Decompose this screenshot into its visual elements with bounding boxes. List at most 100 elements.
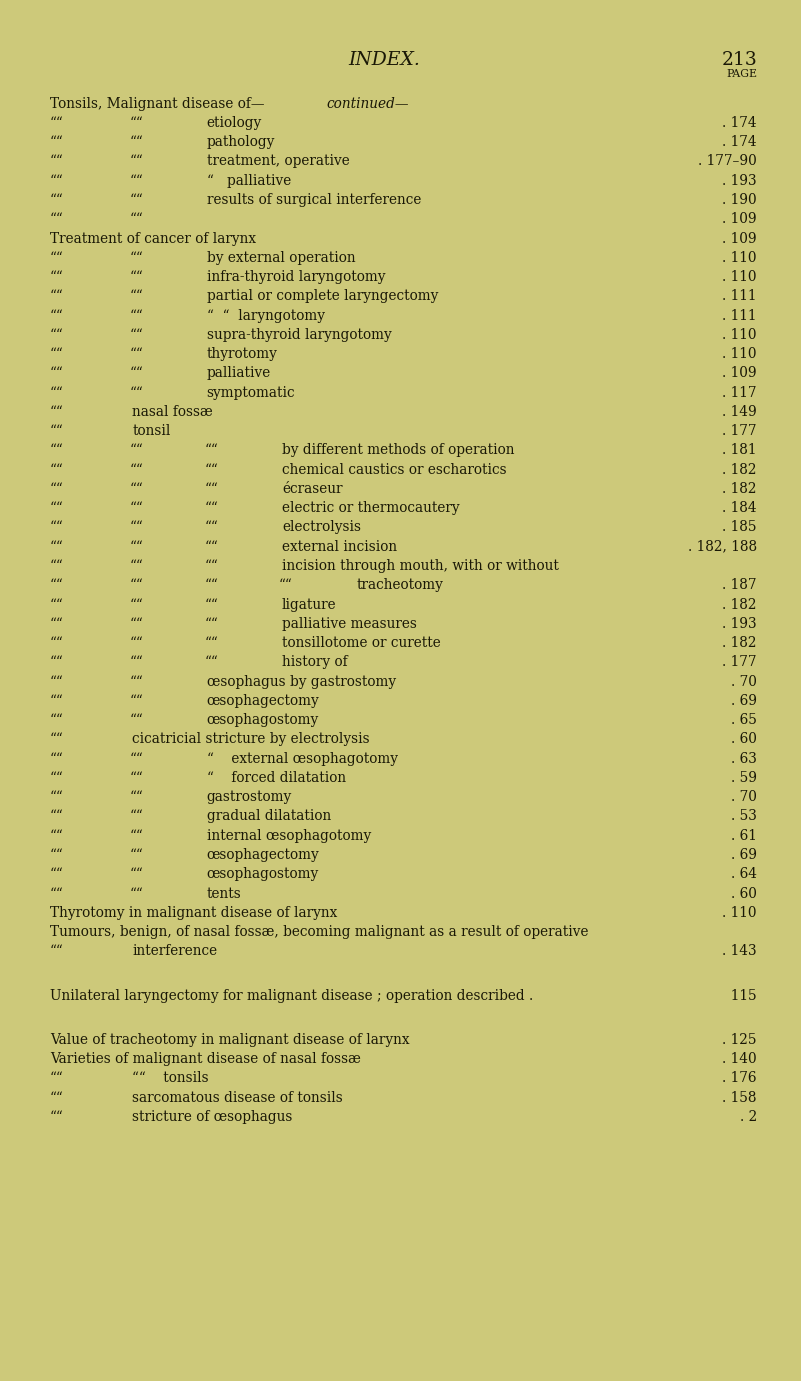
Text: . 111: . 111 [723, 290, 757, 304]
Text: . 182: . 182 [723, 463, 757, 476]
Text: ““: ““ [50, 598, 63, 612]
Text: ““: ““ [130, 366, 143, 380]
Text: ““: ““ [50, 579, 63, 592]
Text: ““: ““ [130, 463, 143, 476]
Text: “  “  laryngotomy: “ “ laryngotomy [207, 308, 324, 323]
Text: tents: tents [207, 887, 241, 900]
Text: Value of tracheotomy in malignant disease of larynx: Value of tracheotomy in malignant diseas… [50, 1033, 409, 1047]
Text: “    forced dilatation: “ forced dilatation [207, 771, 346, 784]
Text: ““: ““ [50, 135, 63, 149]
Text: . 182: . 182 [723, 482, 757, 496]
Text: ““: ““ [50, 308, 63, 323]
Text: . 69: . 69 [731, 693, 757, 708]
Text: ““: ““ [130, 540, 143, 554]
Text: symptomatic: symptomatic [207, 385, 296, 399]
Text: ““: ““ [130, 213, 143, 226]
Text: ““: ““ [50, 675, 63, 689]
Text: œsophagus by gastrostomy: œsophagus by gastrostomy [207, 675, 396, 689]
Text: . 177: . 177 [723, 424, 757, 438]
Text: palliative measures: palliative measures [282, 617, 417, 631]
Text: ““: ““ [204, 463, 218, 476]
Text: . 110: . 110 [723, 251, 757, 265]
Text: ““: ““ [50, 271, 63, 284]
Text: ““: ““ [50, 385, 63, 399]
Text: . 59: . 59 [731, 771, 757, 784]
Text: ““: ““ [130, 116, 143, 130]
Text: ““: ““ [50, 1072, 63, 1085]
Text: . 193: . 193 [723, 174, 757, 188]
Text: ““: ““ [130, 656, 143, 670]
Text: continued—: continued— [326, 97, 409, 110]
Text: pathology: pathology [207, 135, 275, 149]
Text: ““: ““ [130, 271, 143, 284]
Text: ““: ““ [50, 443, 63, 457]
Text: ““: ““ [130, 637, 143, 650]
Text: results of surgical interference: results of surgical interference [207, 193, 421, 207]
Text: œsophagostomy: œsophagostomy [207, 867, 319, 881]
Text: ““: ““ [130, 771, 143, 784]
Text: supra-thyroid laryngotomy: supra-thyroid laryngotomy [207, 327, 392, 342]
Text: ““: ““ [279, 579, 292, 592]
Text: ““: ““ [50, 405, 63, 418]
Text: ““: ““ [130, 501, 143, 515]
Text: ““: ““ [130, 482, 143, 496]
Text: . 110: . 110 [723, 271, 757, 284]
Text: cicatricial stricture by electrolysis: cicatricial stricture by electrolysis [132, 732, 370, 746]
Text: œsophagostomy: œsophagostomy [207, 713, 319, 728]
Text: infra-thyroid laryngotomy: infra-thyroid laryngotomy [207, 271, 385, 284]
Text: ““: ““ [130, 385, 143, 399]
Text: . 109: . 109 [723, 232, 757, 246]
Text: ““: ““ [204, 521, 218, 534]
Text: ““: ““ [204, 482, 218, 496]
Text: ““: ““ [50, 174, 63, 188]
Text: . 125: . 125 [723, 1033, 757, 1047]
Text: ““: ““ [130, 251, 143, 265]
Text: Thyrotomy in malignant disease of larynx: Thyrotomy in malignant disease of larynx [50, 906, 337, 920]
Text: palliative: palliative [207, 366, 271, 380]
Text: “    external œsophagotomy: “ external œsophagotomy [207, 751, 397, 765]
Text: ““: ““ [50, 656, 63, 670]
Text: thyrotomy: thyrotomy [207, 347, 277, 360]
Text: ““: ““ [50, 521, 63, 534]
Text: . 182: . 182 [723, 598, 757, 612]
Text: Unilateral laryngectomy for malignant disease ; operation described .: Unilateral laryngectomy for malignant di… [50, 989, 533, 1003]
Text: 115: 115 [723, 989, 757, 1003]
Text: by external operation: by external operation [207, 251, 356, 265]
Text: . 70: . 70 [731, 675, 757, 689]
Text: ““: ““ [130, 617, 143, 631]
Text: ““: ““ [50, 116, 63, 130]
Text: tonsil: tonsil [132, 424, 171, 438]
Text: . 109: . 109 [723, 213, 757, 226]
Text: ““: ““ [50, 501, 63, 515]
Text: ““: ““ [50, 366, 63, 380]
Text: ““: ““ [130, 579, 143, 592]
Text: . 140: . 140 [723, 1052, 757, 1066]
Text: . 63: . 63 [731, 751, 757, 765]
Text: œsophagectomy: œsophagectomy [207, 848, 320, 862]
Text: ““: ““ [130, 174, 143, 188]
Text: ““: ““ [50, 290, 63, 304]
Text: ““: ““ [50, 809, 63, 823]
Text: electric or thermocautery: electric or thermocautery [282, 501, 460, 515]
Text: ““: ““ [130, 308, 143, 323]
Text: ““: ““ [130, 443, 143, 457]
Text: ““: ““ [204, 540, 218, 554]
Text: ““: ““ [130, 713, 143, 728]
Text: ““: ““ [130, 290, 143, 304]
Text: ““: ““ [204, 598, 218, 612]
Text: . 60: . 60 [731, 732, 757, 746]
Text: ““: ““ [50, 945, 63, 958]
Text: . 110: . 110 [723, 327, 757, 342]
Text: . 64: . 64 [731, 867, 757, 881]
Text: ““: ““ [130, 521, 143, 534]
Text: . 149: . 149 [723, 405, 757, 418]
Text: ““: ““ [50, 867, 63, 881]
Text: ““: ““ [130, 598, 143, 612]
Text: ““: ““ [130, 790, 143, 804]
Text: ligature: ligature [282, 598, 336, 612]
Text: . 174: . 174 [723, 135, 757, 149]
Text: ““: ““ [130, 693, 143, 708]
Text: . 177–90: . 177–90 [698, 155, 757, 168]
Text: ““: ““ [130, 675, 143, 689]
Text: ““    tonsils: ““ tonsils [132, 1072, 209, 1085]
